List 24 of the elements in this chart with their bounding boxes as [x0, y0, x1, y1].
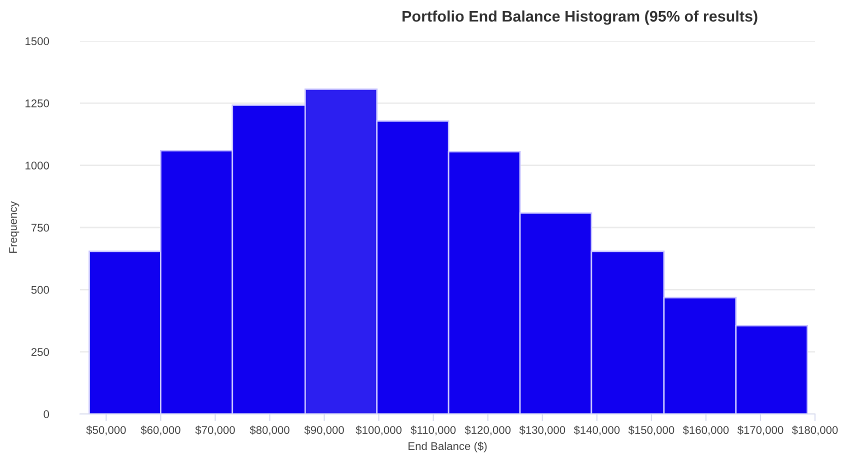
x-tick-label: $50,000	[86, 426, 126, 436]
y-tick-label: 250	[31, 348, 50, 356]
x-tick-label: $160,000	[682, 426, 729, 436]
x-tick-label: $120,000	[464, 426, 511, 436]
y-tick-label: 750	[31, 224, 50, 232]
x-tick-label: $170,000	[737, 426, 784, 436]
x-tick-label: $60,000	[140, 426, 180, 436]
y-tick-label: 1000	[26, 162, 50, 170]
y-tick-label: 500	[31, 286, 50, 294]
x-tick-label: $180,000	[792, 426, 838, 436]
x-tick-label: $110,000	[410, 426, 456, 436]
x-tick-label: $150,000	[628, 426, 674, 436]
y-tick-label: 1500	[26, 37, 50, 46]
x-tick-label: $90,000	[304, 426, 344, 436]
x-axis-title: End Balance ($)	[408, 442, 487, 452]
y-tick-label: 1250	[26, 99, 50, 108]
y-axis-title: Frequency	[9, 201, 20, 253]
y-tick-label: 0	[44, 410, 50, 418]
x-tick-label: $100,000	[356, 426, 402, 436]
x-tick-label: $70,000	[195, 426, 235, 436]
x-tick-label: $130,000	[519, 426, 566, 436]
chart-title: Portfolio End Balance Histogram (95% of results)	[402, 10, 758, 25]
x-tick-label: $140,000	[574, 426, 620, 436]
x-tick-label: $80,000	[250, 426, 290, 436]
